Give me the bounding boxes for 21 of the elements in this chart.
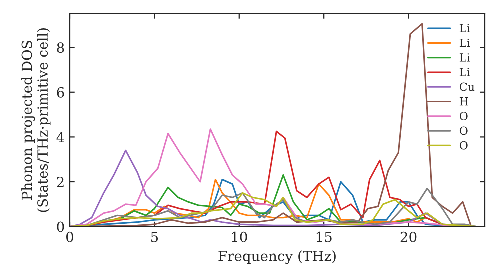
legend-label: Li (460, 54, 470, 62)
x-tick-label: 10 (232, 232, 248, 242)
x-tick-label: 0 (66, 232, 74, 242)
x-tick-label: 20 (400, 232, 417, 242)
x-axis-title: Frequency (THz) (218, 250, 336, 264)
y-tick-label: 6 (57, 87, 64, 98)
legend-label: Li (460, 38, 470, 48)
x-tick-label: 15 (316, 232, 332, 242)
y-axis-title: Phonon projected DOS (States/THz·primitive cell) (22, 28, 51, 212)
y-tick-label: 4 (56, 132, 64, 142)
y-tick-label: 8 (57, 42, 64, 54)
legend-label: Li (460, 68, 470, 76)
legend-label: O (460, 112, 468, 120)
y-tick-label: 2 (57, 176, 64, 188)
y-tick-label: 0 (57, 222, 64, 232)
legend-label: O (460, 141, 468, 150)
legend-label: Cu (460, 82, 475, 92)
legend-label: O (460, 126, 468, 136)
legend-label: H (460, 98, 468, 106)
x-tick-label: 5 (151, 232, 158, 242)
legend-label: Li (460, 24, 470, 32)
